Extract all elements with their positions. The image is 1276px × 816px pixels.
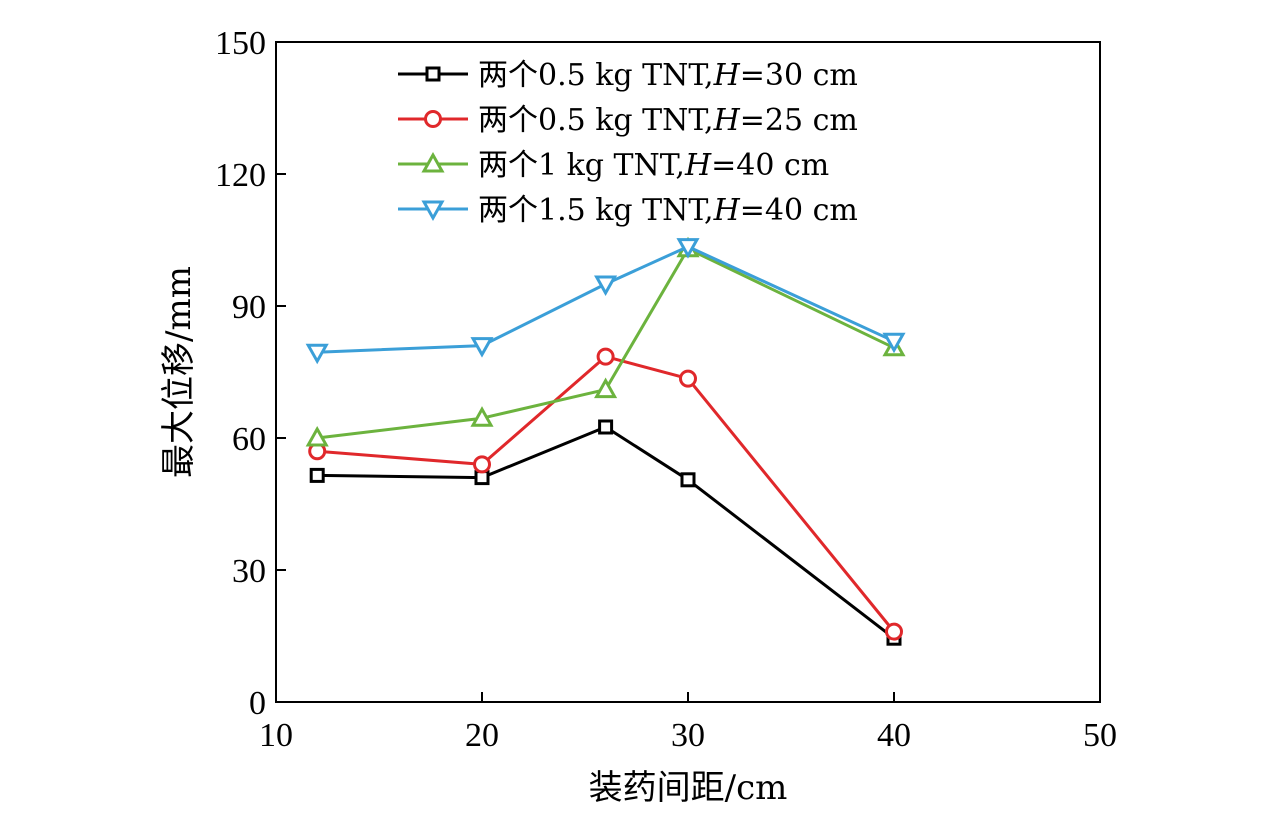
x-tick-label: 20 (465, 717, 499, 754)
series-line (317, 245, 895, 354)
legend-label: 两个1.5 kg TNT,H=40 cm (478, 193, 858, 228)
data-point (470, 337, 494, 358)
series-1 (309, 419, 902, 646)
legend-item-4: 两个1.5 kg TNT,H=40 cm (398, 193, 858, 228)
data-point (882, 332, 906, 354)
y-tick-label: 60 (232, 421, 266, 458)
legend-label: 两个0.5 kg TNT,H=30 cm (478, 58, 858, 93)
data-point (680, 472, 696, 488)
data-point (598, 419, 614, 435)
y-tick-label: 150 (215, 25, 266, 62)
legend-item-2: 两个0.5 kg TNT,H=25 cm (398, 103, 858, 138)
legend-marker (424, 110, 442, 128)
y-tick-label: 90 (232, 289, 266, 326)
data-point (594, 275, 618, 297)
y-axis-label: 最大位移/mm (159, 266, 199, 478)
data-point (470, 406, 494, 427)
data-point (305, 343, 329, 365)
y-tick-label: 30 (232, 553, 266, 590)
series-4 (305, 238, 906, 365)
legend-marker (421, 200, 445, 222)
x-axis-label: 装药间距/cm (589, 768, 788, 808)
y-tick-label: 0 (249, 685, 266, 722)
data-point (679, 369, 697, 388)
x-tick-label: 50 (1083, 717, 1117, 754)
data-point (885, 622, 903, 641)
legend-item-1: 两个0.5 kg TNT,H=30 cm (398, 58, 858, 93)
data-point (305, 425, 329, 447)
legend-marker (421, 151, 445, 173)
legend-item-3: 两个1 kg TNT,H=40 cm (398, 148, 829, 183)
x-tick-label: 30 (671, 717, 705, 754)
data-point (594, 377, 618, 399)
data-point (473, 455, 491, 474)
legend: 两个0.5 kg TNT,H=30 cm 两个0.5 kg TNT,H=25 cm… (398, 58, 858, 228)
y-tick-label: 120 (215, 157, 266, 194)
legend-label: 两个0.5 kg TNT,H=25 cm (478, 103, 858, 138)
data-point (309, 467, 325, 483)
legend-marker (425, 66, 441, 82)
series-2 (308, 347, 903, 641)
data-point (676, 238, 700, 259)
series-3 (305, 236, 906, 447)
x-tick-label: 10 (259, 717, 293, 754)
legend-label: 两个1 kg TNT,H=40 cm (478, 148, 829, 183)
data-point (596, 347, 615, 366)
x-tick-label: 40 (877, 717, 911, 754)
